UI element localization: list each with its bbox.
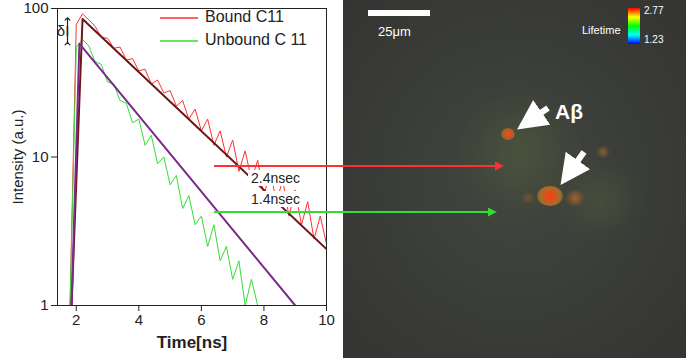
html-text:1.4nsec: 1.4nsec <box>251 191 300 207</box>
html-text:25μm: 25μm <box>378 24 411 39</box>
html-text:Lifetime: Lifetime <box>582 24 621 36</box>
svg-text:2: 2 <box>72 311 80 328</box>
html-text:2.4nsec: 2.4nsec <box>251 170 300 186</box>
svg-text:Time[ns]: Time[ns] <box>157 333 228 352</box>
svg-text:δI: δI <box>57 22 70 39</box>
svg-text:8: 8 <box>260 311 268 328</box>
svg-text:4: 4 <box>135 311 143 328</box>
svg-text:1: 1 <box>40 296 48 313</box>
html-text:1.23: 1.23 <box>644 34 664 45</box>
html-text:Unbound C 11: Unbound C 11 <box>205 31 307 48</box>
svg-text:10: 10 <box>318 311 335 328</box>
svg-text:Intensity (a.u.): Intensity (a.u.) <box>9 109 26 204</box>
html-text:2.77: 2.77 <box>644 5 664 16</box>
svg-text:10: 10 <box>32 148 49 165</box>
svg-text:6: 6 <box>197 311 205 328</box>
html-text:Aβ: Aβ <box>555 100 583 123</box>
html-text:Bound C11: Bound C11 <box>205 8 284 25</box>
svg-text:100: 100 <box>23 0 48 16</box>
